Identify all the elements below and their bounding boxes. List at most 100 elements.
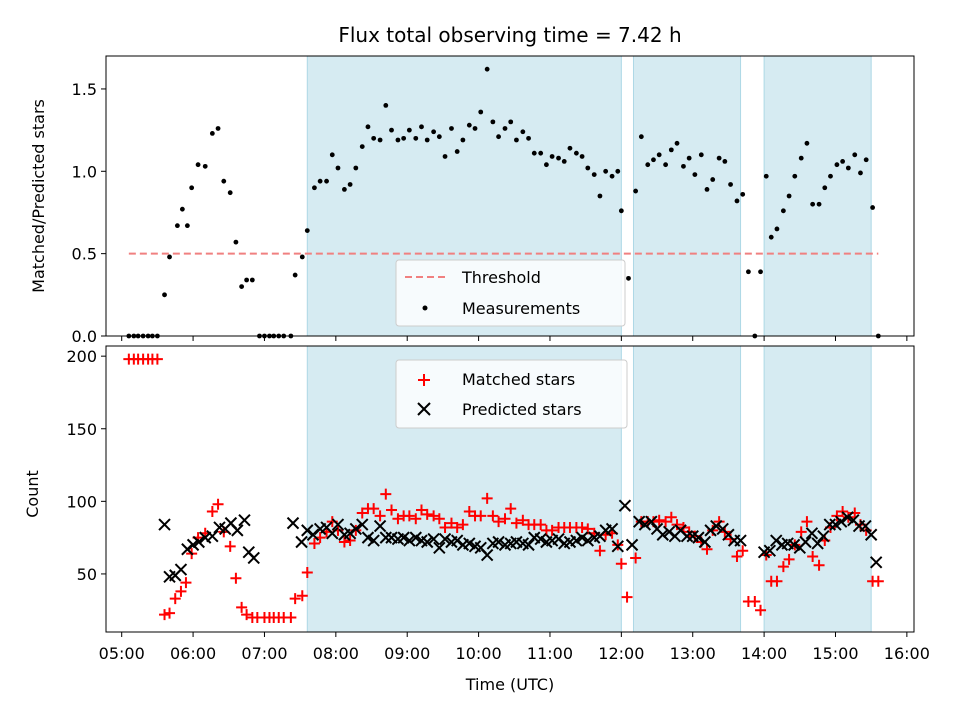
matched-star-point xyxy=(872,575,884,587)
bottom-axes-frame xyxy=(105,345,915,633)
measurement-point xyxy=(591,172,597,177)
predicted-star-point xyxy=(823,518,836,531)
measurement-point xyxy=(810,201,816,207)
measurement-point xyxy=(466,122,472,128)
top-y-ticks: 0.0 0.5 1.0 1.5 xyxy=(72,80,106,346)
measurement-point xyxy=(526,135,531,141)
measurement-point xyxy=(768,234,774,240)
measurement-point xyxy=(618,208,624,214)
matched-star-point xyxy=(749,596,761,608)
predicted-star-point xyxy=(811,537,824,550)
matched-star-point xyxy=(439,521,451,533)
matched-star-point xyxy=(169,593,181,605)
y-tick-label: 50 xyxy=(77,565,97,584)
predicted-star-point xyxy=(817,529,830,543)
predicted-star-point xyxy=(231,524,244,537)
matched-star-point xyxy=(285,611,297,623)
measurement-point xyxy=(431,129,437,135)
predicted-star-point xyxy=(859,519,872,533)
top-panel: 0.0 0.5 1.0 1.5 Matched/Predicted stars Thr… xyxy=(29,55,915,346)
measurement-point xyxy=(174,223,180,229)
matched-star-point xyxy=(368,503,380,515)
measurement-point xyxy=(549,154,555,159)
measurement-point xyxy=(395,137,401,143)
matched-star-point xyxy=(433,513,445,525)
measurement-point xyxy=(383,103,389,108)
predicted-star-point xyxy=(326,527,339,540)
y-tick-label: 150 xyxy=(66,420,97,439)
measurement-point xyxy=(567,145,573,151)
legend-predicted-label: Predicted stars xyxy=(462,400,582,419)
measurement-point xyxy=(681,163,686,169)
measurement-point xyxy=(798,155,804,161)
measurement-point xyxy=(651,157,656,163)
matched-star-point xyxy=(410,513,422,525)
measurement-point xyxy=(668,147,674,153)
x-tick-label: 13:00 xyxy=(670,644,716,663)
measurement-point xyxy=(763,173,769,179)
measurement-point xyxy=(209,131,215,136)
measurement-points xyxy=(126,66,881,339)
matched-star-point xyxy=(493,516,505,528)
measurement-point xyxy=(312,185,317,191)
matched-star-point xyxy=(230,572,242,584)
predicted-star-point xyxy=(158,518,171,531)
measurement-point xyxy=(215,126,221,131)
predicted-star-point xyxy=(734,534,747,547)
measurement-point xyxy=(442,154,448,159)
matched-star-point xyxy=(421,508,433,520)
matched-star-point xyxy=(212,498,224,510)
matched-star-point xyxy=(403,510,415,522)
predicted-star-point xyxy=(206,529,219,543)
predicted-star-point xyxy=(174,563,188,576)
predicted-star-point xyxy=(295,535,308,549)
matched-star-point xyxy=(481,492,493,504)
measurement-point xyxy=(389,127,394,133)
matched-star-point xyxy=(612,539,624,551)
measurement-point xyxy=(710,177,716,182)
predicted-star-point xyxy=(698,535,712,549)
bottom-legend-box xyxy=(395,359,628,429)
measurement-point xyxy=(299,254,305,260)
matched-star-point xyxy=(505,503,517,515)
matched-star-point xyxy=(517,514,529,526)
x-tick-label: 12:00 xyxy=(598,644,644,663)
measurement-point xyxy=(179,206,185,212)
measurement-point xyxy=(561,159,567,164)
predicted-star-point xyxy=(805,527,819,540)
measurement-point xyxy=(780,208,786,214)
measurement-point xyxy=(704,187,710,192)
matched-star-point xyxy=(289,593,301,605)
measurement-point xyxy=(852,152,858,158)
matched-star-point xyxy=(737,545,749,557)
measurement-point xyxy=(484,66,490,72)
measurement-point xyxy=(863,157,869,163)
x-tick-label: 09:00 xyxy=(384,644,430,663)
predicted-star-point xyxy=(581,534,595,547)
matched-star-point xyxy=(621,591,633,603)
matched-star-point xyxy=(615,558,627,570)
measurement-point xyxy=(804,140,810,146)
predicted-star-point xyxy=(834,515,848,528)
matched-star-point xyxy=(807,551,819,563)
predicted-star-point xyxy=(864,528,878,541)
matched-star-point xyxy=(755,604,767,616)
matched-star-point xyxy=(795,526,807,538)
measurement-point xyxy=(573,150,579,156)
measurement-point xyxy=(585,165,591,171)
matched-star-point xyxy=(777,561,789,573)
matched-star-point xyxy=(296,590,308,602)
measurement-point xyxy=(195,162,201,168)
measurement-point xyxy=(292,272,298,278)
matched-star-point xyxy=(151,353,163,365)
matched-star-point xyxy=(206,506,218,518)
predicted-star-point xyxy=(618,499,632,512)
measurement-point xyxy=(335,165,341,171)
predicted-star-point xyxy=(349,522,363,536)
legend-matched-swatch xyxy=(418,374,430,386)
measurement-point xyxy=(514,137,519,143)
legend-predicted-swatch xyxy=(417,402,431,416)
predicted-star-point xyxy=(403,534,416,547)
bottom-x-ticks: 05:00 06:00 07:00 08:00 09:00 10:00 11:00 12:00… xyxy=(99,632,930,663)
